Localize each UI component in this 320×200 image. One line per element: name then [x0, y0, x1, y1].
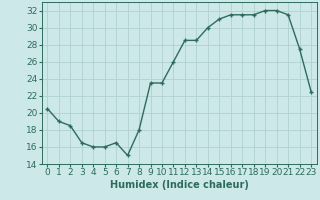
X-axis label: Humidex (Indice chaleur): Humidex (Indice chaleur) [110, 180, 249, 190]
